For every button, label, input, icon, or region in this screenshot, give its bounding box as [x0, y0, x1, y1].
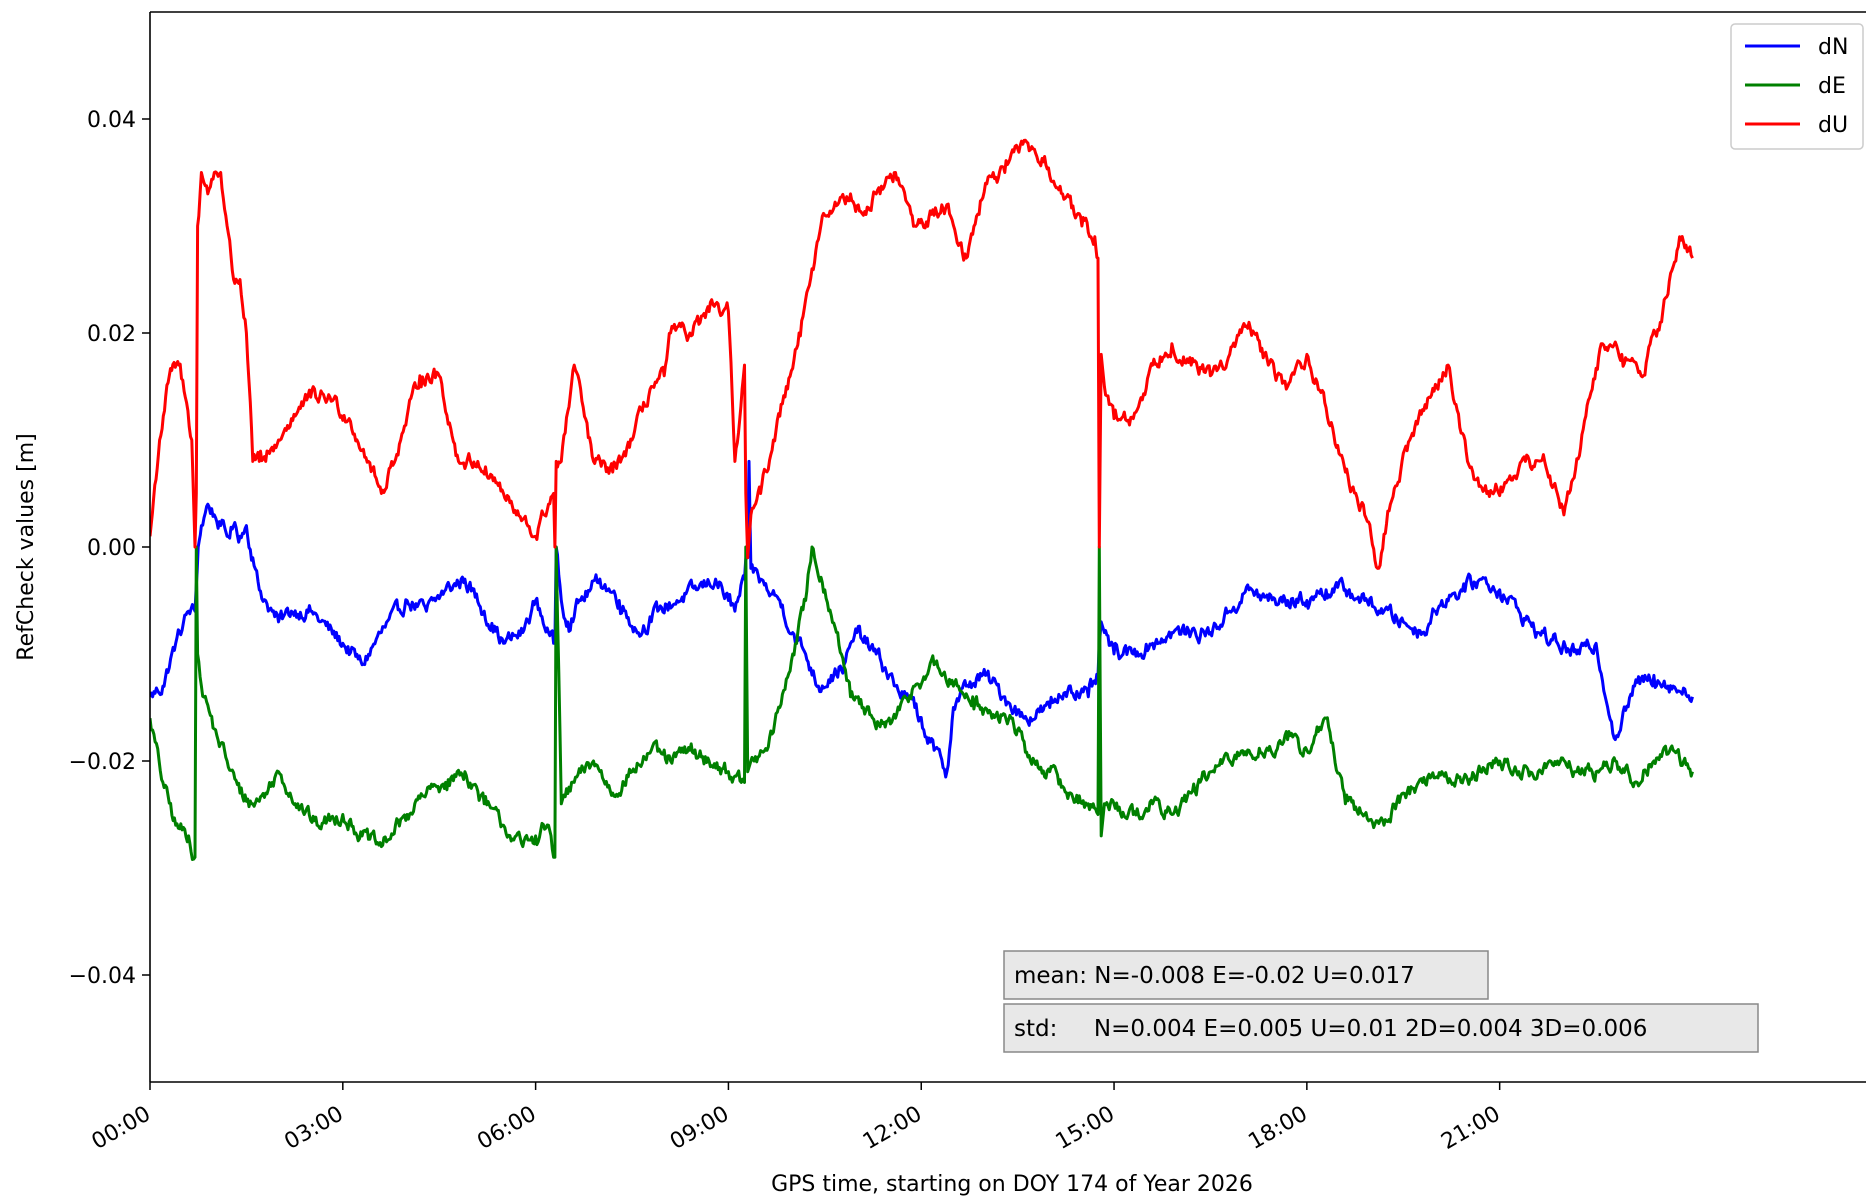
series-line-du	[150, 138, 1694, 570]
mean-stats-box: mean: N=-0.008 E=-0.02 U=0.017	[1003, 950, 1489, 1000]
legend: dN dE dU	[1730, 23, 1864, 150]
std-stats-text: std: N=0.004 E=0.005 U=0.01 2D=0.004 3D=…	[1014, 1016, 1647, 1042]
y-tick-label: −0.02	[69, 750, 136, 775]
y-axis-label: RefCheck values [m]	[14, 433, 39, 660]
y-tick-label: 0.02	[87, 322, 136, 347]
y-axis-ticks: −0.04 −0.02 0.00 0.02 0.04	[69, 108, 150, 989]
y-tick-label: 0.00	[87, 536, 136, 561]
legend-label-de: dE	[1818, 74, 1846, 99]
std-stats-background	[1003, 1003, 1759, 1053]
std-stats-box: std: N=0.004 E=0.005 U=0.01 2D=0.004 3D=…	[1003, 1003, 1759, 1053]
x-axis-label: GPS time, starting on DOY 174 of Year 20…	[771, 1172, 1253, 1197]
y-tick-label: 0.04	[87, 108, 136, 133]
y-tick-label: −0.04	[69, 964, 136, 989]
legend-label-dn: dN	[1818, 35, 1848, 60]
mean-stats-text: mean: N=-0.008 E=-0.02 U=0.017	[1014, 963, 1415, 989]
series-layer	[150, 138, 1694, 861]
series-line-de	[150, 545, 1694, 861]
mean-stats-background	[1003, 950, 1489, 1000]
series-line-dn	[150, 459, 1694, 779]
legend-label-du: dU	[1818, 113, 1848, 138]
